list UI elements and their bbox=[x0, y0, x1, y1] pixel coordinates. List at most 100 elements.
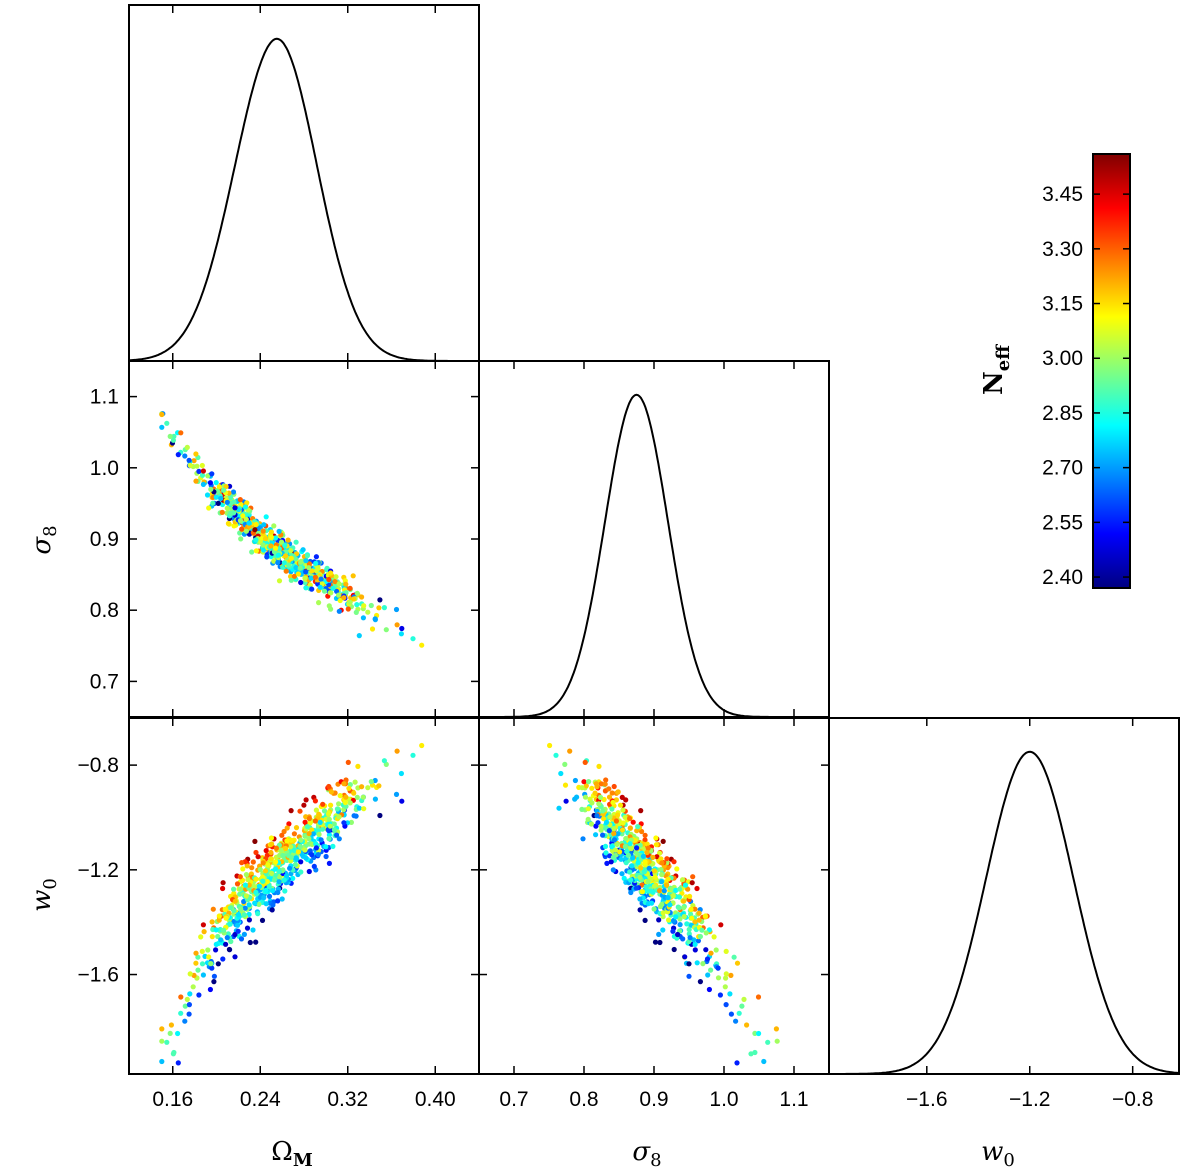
scatter-point bbox=[246, 520, 252, 526]
scatter-point bbox=[268, 835, 274, 841]
scatter-point bbox=[277, 874, 283, 880]
scatter-panels bbox=[159, 411, 780, 1066]
scatter-point bbox=[593, 781, 599, 787]
marginal-curve-w0 bbox=[829, 750, 1180, 1075]
scatter-point bbox=[193, 478, 199, 484]
scatter-point bbox=[211, 973, 217, 979]
scatter-point bbox=[689, 915, 695, 921]
scatter-point bbox=[298, 837, 304, 843]
scatter-point bbox=[238, 936, 245, 942]
scatter-point bbox=[228, 938, 234, 945]
scatter-point bbox=[341, 595, 347, 601]
scatter-point bbox=[336, 608, 342, 614]
scatter-point bbox=[650, 889, 656, 895]
scatter-point bbox=[266, 893, 273, 900]
scatter-point bbox=[705, 972, 711, 978]
scatter-point bbox=[598, 823, 604, 829]
scatter-w0-vs-s8 bbox=[547, 742, 780, 1066]
scatter-point bbox=[275, 552, 281, 558]
scatter-point bbox=[167, 433, 173, 439]
scatter-point bbox=[295, 849, 301, 855]
scatter-point bbox=[659, 901, 665, 908]
scatter-point bbox=[159, 411, 165, 418]
scatter-point bbox=[279, 539, 285, 545]
scatter-point bbox=[285, 537, 291, 543]
scatter-point bbox=[213, 480, 219, 486]
scatter-point bbox=[630, 819, 636, 825]
scatter-point bbox=[601, 816, 607, 822]
scatter-point bbox=[713, 947, 719, 953]
scatter-point bbox=[300, 547, 306, 553]
scatter-point bbox=[318, 837, 324, 843]
scatter-point bbox=[178, 994, 184, 1000]
scatter-point bbox=[301, 802, 307, 808]
scatter-point bbox=[234, 922, 241, 928]
scatter-point bbox=[210, 906, 216, 912]
scatter-point bbox=[286, 562, 292, 568]
scatter-point bbox=[681, 905, 687, 911]
scatter-point bbox=[603, 777, 609, 783]
scatter-point bbox=[703, 930, 709, 936]
scatter-point bbox=[199, 961, 206, 967]
scatter-point bbox=[304, 824, 310, 830]
scatter-point bbox=[733, 1018, 739, 1024]
scatter-point bbox=[774, 1038, 780, 1044]
scatter-point bbox=[279, 832, 285, 838]
scatter-point bbox=[637, 907, 643, 913]
scatter-point bbox=[360, 794, 366, 800]
scatter-point bbox=[264, 554, 270, 560]
scatter-point bbox=[644, 841, 650, 847]
scatter-point bbox=[326, 816, 332, 822]
scatter-point bbox=[271, 523, 277, 529]
scatter-point bbox=[671, 859, 677, 865]
scatter-point bbox=[634, 828, 640, 834]
scatter-point bbox=[250, 927, 256, 933]
scatter-point bbox=[269, 870, 275, 877]
scatter-point bbox=[723, 975, 729, 981]
scatter-point bbox=[245, 877, 251, 883]
scatter-point bbox=[241, 931, 247, 938]
scatter-point bbox=[200, 468, 206, 474]
scatter-point bbox=[368, 602, 374, 609]
scatter-point bbox=[276, 528, 282, 535]
colorbar bbox=[1092, 153, 1131, 589]
panel-frame-2-2 bbox=[828, 717, 1180, 1075]
scatter-point bbox=[706, 986, 713, 993]
scatter-point bbox=[215, 489, 221, 495]
scatter-point bbox=[303, 797, 309, 803]
scatter-point bbox=[615, 789, 621, 795]
scatter-point bbox=[273, 845, 279, 851]
scatter-point bbox=[282, 845, 289, 852]
scatter-point bbox=[628, 846, 634, 852]
scatter-point bbox=[645, 888, 651, 894]
scatter-point bbox=[586, 779, 592, 785]
scatter-point bbox=[213, 941, 219, 948]
scatter-point bbox=[734, 1060, 740, 1066]
scatter-point bbox=[193, 960, 199, 966]
scatter-point bbox=[627, 825, 633, 831]
scatter-point bbox=[333, 574, 339, 580]
scatter-point bbox=[175, 1030, 181, 1037]
xtick-label-s8: 1.0 bbox=[709, 1088, 738, 1111]
scatter-point bbox=[263, 887, 269, 894]
scatter-point bbox=[206, 954, 212, 960]
scatter-point bbox=[235, 928, 241, 934]
scatter-point bbox=[324, 565, 330, 571]
panel-frame-1-1 bbox=[478, 360, 830, 718]
scatter-point bbox=[708, 950, 714, 956]
scatter-point bbox=[252, 900, 258, 906]
scatter-point bbox=[200, 972, 206, 978]
scatter-point bbox=[677, 922, 683, 928]
scatter-point bbox=[224, 505, 230, 511]
scatter-point bbox=[237, 518, 243, 524]
scatter-point bbox=[350, 573, 356, 579]
scatter-point bbox=[253, 849, 259, 856]
scatter-point bbox=[291, 573, 297, 579]
scatter-point bbox=[665, 894, 671, 901]
colorbar-tick-label: 3.15 bbox=[1042, 293, 1083, 316]
scatter-point bbox=[337, 597, 343, 604]
scatter-point bbox=[261, 522, 267, 528]
scatter-point bbox=[291, 847, 297, 854]
scatter-point bbox=[178, 1010, 184, 1016]
scatter-point bbox=[650, 854, 656, 860]
